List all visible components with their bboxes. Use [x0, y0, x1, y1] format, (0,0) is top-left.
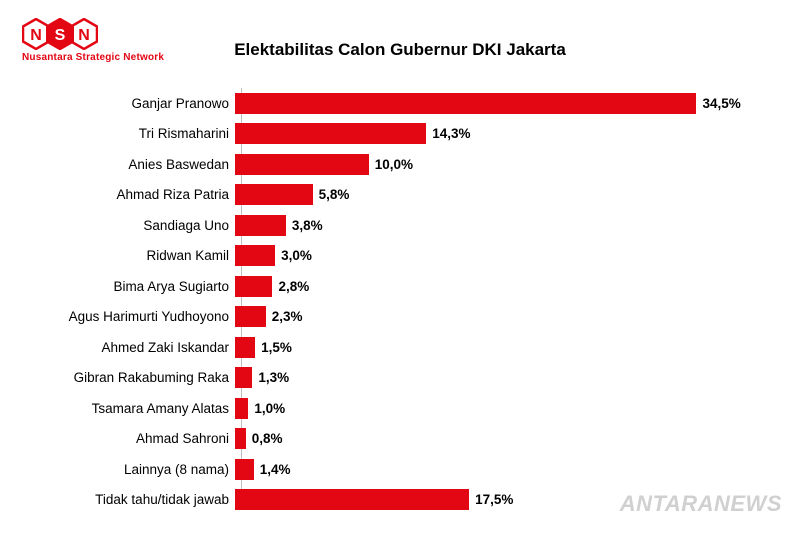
bar-value: 14,3% [426, 126, 470, 141]
bar [235, 184, 313, 205]
bar [235, 93, 696, 114]
bar-value: 10,0% [369, 157, 413, 172]
bar [235, 337, 255, 358]
bar-track: 10,0% [235, 154, 770, 175]
bar [235, 398, 248, 419]
bar [235, 154, 369, 175]
bar-track: 1,5% [235, 337, 770, 358]
chart-row: Lainnya (8 nama) 1,4% [30, 454, 770, 485]
bar-track: 1,0% [235, 398, 770, 419]
chart-row: Gibran Rakabuming Raka 1,3% [30, 363, 770, 394]
bar [235, 245, 275, 266]
bar-value: 34,5% [696, 96, 740, 111]
chart-row: Ahmad Sahroni 0,8% [30, 424, 770, 455]
bar-label: Bima Arya Sugiarto [30, 279, 235, 294]
bar-track: 14,3% [235, 123, 770, 144]
bar-label: Tidak tahu/tidak jawab [30, 492, 235, 507]
bar-label: Ahmed Zaki Iskandar [30, 340, 235, 355]
chart-row: Ahmad Riza Patria 5,8% [30, 180, 770, 211]
bar [235, 306, 266, 327]
bar-track: 2,3% [235, 306, 770, 327]
chart-row: Tri Rismaharini 14,3% [30, 119, 770, 150]
bar-track: 1,4% [235, 459, 770, 480]
chart-row: Anies Baswedan 10,0% [30, 149, 770, 180]
bar-label: Gibran Rakabuming Raka [30, 370, 235, 385]
chart-row: Sandiaga Uno 3,8% [30, 210, 770, 241]
bar-label: Ahmad Riza Patria [30, 187, 235, 202]
bar-label: Agus Harimurti Yudhoyono [30, 309, 235, 324]
bar-value: 17,5% [469, 492, 513, 507]
bar-track: 2,8% [235, 276, 770, 297]
bar-track: 3,0% [235, 245, 770, 266]
bar-track: 34,5% [235, 93, 770, 114]
bar-label: Ganjar Pranowo [30, 96, 235, 111]
bar-track: 0,8% [235, 428, 770, 449]
bar-value: 5,8% [313, 187, 350, 202]
bar-value: 1,0% [248, 401, 285, 416]
chart-row: Ahmed Zaki Iskandar 1,5% [30, 332, 770, 363]
watermark: ANTARANEWS [620, 491, 782, 517]
chart-row: Tsamara Amany Alatas 1,0% [30, 393, 770, 424]
bar [235, 489, 469, 510]
bar-label: Tri Rismaharini [30, 126, 235, 141]
bar-track: 3,8% [235, 215, 770, 236]
bar-label: Anies Baswedan [30, 157, 235, 172]
bar-value: 2,8% [272, 279, 309, 294]
bar-label: Ridwan Kamil [30, 248, 235, 263]
chart-area: Ganjar Pranowo 34,5% Tri Rismaharini 14,3% A… [30, 88, 770, 503]
bar-value: 1,4% [254, 462, 291, 477]
bar-value: 3,0% [275, 248, 312, 263]
chart-row: Agus Harimurti Yudhoyono 2,3% [30, 302, 770, 333]
chart-row: Ridwan Kamil 3,0% [30, 241, 770, 272]
bar-value: 2,3% [266, 309, 303, 324]
bar-value: 3,8% [286, 218, 323, 233]
chart-title: Elektabilitas Calon Gubernur DKI Jakarta [0, 40, 800, 60]
bar [235, 459, 254, 480]
bar [235, 276, 272, 297]
bar [235, 215, 286, 236]
bar-value: 1,3% [252, 370, 289, 385]
bar [235, 428, 246, 449]
bar [235, 123, 426, 144]
bar-track: 1,3% [235, 367, 770, 388]
bar-label: Ahmad Sahroni [30, 431, 235, 446]
bar-track: 5,8% [235, 184, 770, 205]
bar-label: Tsamara Amany Alatas [30, 401, 235, 416]
chart-row: Ganjar Pranowo 34,5% [30, 88, 770, 119]
bar-label: Lainnya (8 nama) [30, 462, 235, 477]
bar-value: 0,8% [246, 431, 283, 446]
bar-label: Sandiaga Uno [30, 218, 235, 233]
bar [235, 367, 252, 388]
bar-value: 1,5% [255, 340, 292, 355]
chart-row: Bima Arya Sugiarto 2,8% [30, 271, 770, 302]
